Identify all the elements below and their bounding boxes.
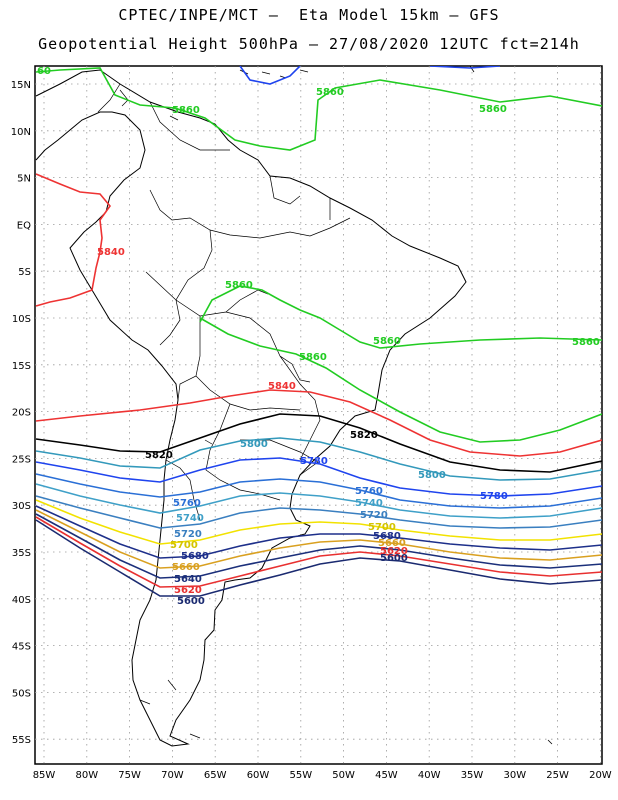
- contour-label: 5840: [97, 247, 125, 258]
- contour-labels: 5860 5860 5860 5860 5860 5860 5860 60 58…: [37, 66, 600, 607]
- contour-label: 5860: [572, 337, 600, 348]
- contour-label: 5640: [174, 574, 202, 585]
- contour-label: 5860: [316, 87, 344, 98]
- contour-label: 5720: [174, 529, 202, 540]
- contour-5860-south: [199, 285, 602, 349]
- longitude-tick-label: 55W: [289, 770, 312, 781]
- contour-5620: [35, 516, 602, 588]
- map-title-line1: CPTEC/INPE/MCT – Eta Model 15km – GFS: [118, 6, 500, 24]
- contour-5780: [35, 457, 602, 497]
- contour-label: 5860: [479, 104, 507, 115]
- longitude-tick-label: 25W: [546, 770, 569, 781]
- latitude-labels: 15N 10N 5N EQ 5S 10S 15S 20S 25S 30S 35S 40S 45S 50S 5…: [11, 80, 31, 746]
- contour-label: 5860: [225, 280, 253, 291]
- contour-label: 5760: [173, 498, 201, 509]
- longitude-tick-label: 40W: [418, 770, 441, 781]
- south-america-coastline: [35, 69, 467, 747]
- contour-label: 5780: [300, 456, 328, 467]
- longitude-tick-label: 20W: [589, 770, 612, 781]
- contour-5840-nw: [35, 173, 112, 307]
- contour-5700: [35, 499, 602, 545]
- longitude-tick-label: 60W: [247, 770, 270, 781]
- contour-label: 5660: [172, 562, 200, 573]
- contour-label: 5600: [177, 596, 205, 607]
- contour-label: 5860: [299, 352, 327, 363]
- latitude-tick-label: 55S: [12, 735, 31, 746]
- contour-label: 5780: [480, 491, 508, 502]
- contour-label: 5700: [368, 522, 396, 533]
- contour-label: 5860: [373, 336, 401, 347]
- contour-label: 5720: [360, 510, 388, 521]
- longitude-tick-label: 35W: [461, 770, 484, 781]
- latitude-tick-label: 35S: [12, 548, 31, 559]
- longitude-tick-label: 30W: [503, 770, 526, 781]
- longitude-tick-label: 80W: [75, 770, 98, 781]
- contour-label: 5680: [373, 531, 401, 542]
- contour-5860-top-blue: [239, 66, 501, 85]
- contour-5600: [35, 519, 602, 597]
- contour-label: 5860: [172, 105, 200, 116]
- contour-5820: [35, 413, 602, 473]
- contour-label: 5820: [350, 430, 378, 441]
- contour-5740: [35, 483, 602, 519]
- latitude-tick-label: 15S: [12, 361, 31, 372]
- longitude-tick-label: 50W: [332, 770, 355, 781]
- contour-label: 5800: [240, 439, 268, 450]
- latitude-tick-label: 50S: [12, 688, 31, 699]
- latitude-tick-label: 25S: [12, 454, 31, 465]
- latitude-tick-label: 45S: [12, 642, 31, 653]
- longitude-labels: 85W 80W 75W 70W 65W 60W 55W 50W 45W 40W 35W 30W 25W 2…: [33, 770, 612, 781]
- contour-label: 60: [37, 66, 51, 77]
- contour-5640: [35, 513, 602, 579]
- contour-label: 5680: [181, 551, 209, 562]
- longitude-tick-label: 85W: [33, 770, 56, 781]
- longitude-tick-label: 45W: [375, 770, 398, 781]
- contour-label: 5840: [268, 381, 296, 392]
- contour-label: 5620: [174, 585, 202, 596]
- contour-5840: [35, 389, 602, 457]
- geopotential-contours: [35, 66, 602, 597]
- contour-label: 5740: [176, 513, 204, 524]
- contour-5720: [35, 495, 602, 529]
- contour-label: 5600: [380, 553, 408, 564]
- contour-label: 5660: [378, 538, 406, 549]
- latitude-tick-label: 30S: [12, 501, 31, 512]
- contour-label: 5700: [170, 540, 198, 551]
- contour-5860-loop: [199, 317, 602, 443]
- latitude-tick-label: 15N: [11, 80, 31, 91]
- latitude-tick-label: 20S: [12, 408, 31, 419]
- contour-5860-north: [35, 67, 602, 151]
- contour-label: 5740: [355, 498, 383, 509]
- contour-5680: [35, 505, 602, 559]
- latitude-tick-label: 10N: [11, 127, 31, 138]
- contour-5760: [35, 473, 602, 509]
- longitude-tick-label: 75W: [118, 770, 141, 781]
- contour-5800: [35, 437, 602, 481]
- longitude-tick-label: 70W: [161, 770, 184, 781]
- latitude-tick-label: 40S: [12, 595, 31, 606]
- longitude-tick-label: 65W: [204, 770, 227, 781]
- latitude-tick-label: 10S: [12, 314, 31, 325]
- contour-label: 5820: [145, 450, 173, 461]
- latitude-tick-label: 5S: [18, 267, 31, 278]
- country-borders: [97, 83, 351, 521]
- contour-5660: [35, 509, 602, 569]
- map-title-line2: Geopotential Height 500hPa – 27/08/2020 …: [38, 35, 580, 53]
- latitude-tick-label: 5N: [17, 174, 31, 185]
- latitude-tick-label: EQ: [17, 220, 31, 231]
- contour-label: 5620: [380, 546, 408, 557]
- contour-label: 5800: [418, 470, 446, 481]
- contour-label: 5760: [355, 486, 383, 497]
